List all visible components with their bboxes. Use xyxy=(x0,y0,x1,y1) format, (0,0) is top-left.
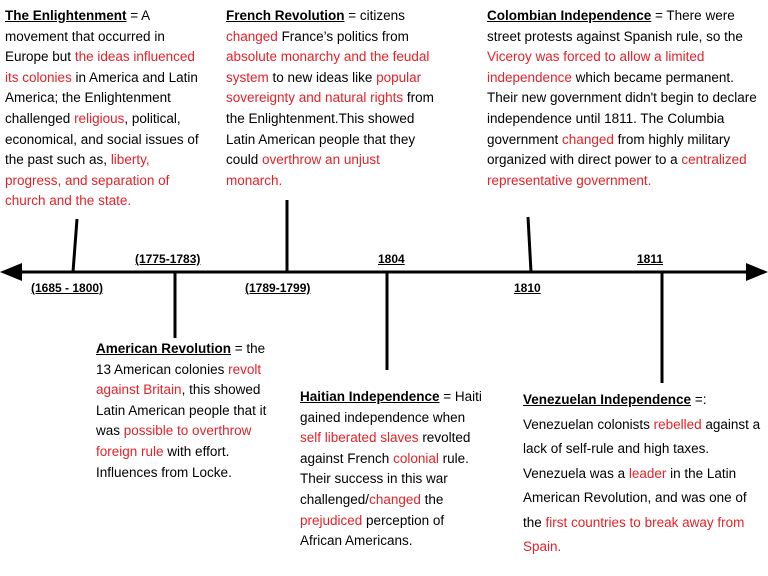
event-haitian-independence: Haitian Independence = Haiti gained inde… xyxy=(300,389,482,549)
timeline-arrow-right xyxy=(746,263,768,281)
event-title: Venezuelan Independence xyxy=(523,392,692,407)
event-title: Haitian Independence xyxy=(300,389,440,404)
tick-colombia xyxy=(526,216,533,273)
date-french: (1789-1799) xyxy=(245,281,311,295)
event-french-revolution: French Revolution = citizens changed Fra… xyxy=(226,8,434,188)
event-colombian-independence: Colombian Independence = There were stre… xyxy=(487,8,757,188)
date-haiti: 1804 xyxy=(378,252,405,266)
event-title: American Revolution xyxy=(96,341,232,356)
date-enlightenment: (1685 - 1800) xyxy=(31,281,104,295)
event-title: The Enlightenment xyxy=(5,8,127,23)
date-colombia: 1810 xyxy=(514,281,541,295)
event-american-revolution: American Revolution = the 13 American co… xyxy=(96,341,267,480)
tick-enlightenment xyxy=(71,218,79,273)
event-title: French Revolution xyxy=(226,8,345,23)
date-american: (1775-1783) xyxy=(135,252,201,266)
timeline-arrow-left xyxy=(0,263,22,281)
event-venezuelan-independence: Venezuelan Independence =: Venezuelan co… xyxy=(523,392,761,554)
event-enlightenment: The Enlightenment = A movement that occu… xyxy=(5,8,199,209)
date-venezuela: 1811 xyxy=(637,252,664,266)
event-title: Colombian Independence xyxy=(487,8,652,23)
